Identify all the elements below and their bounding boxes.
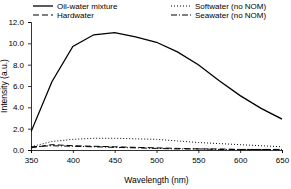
tick-label: 450 (108, 156, 122, 165)
y-axis-title: Intensity (a.u.) (0, 59, 9, 113)
tick-label: 10.0 (8, 39, 24, 48)
series-line (31, 146, 282, 150)
tick-mark (28, 86, 31, 87)
tick-label: 650 (276, 156, 290, 165)
legend-label: Oil-water mixture (57, 2, 118, 11)
tick: 4.0 (13, 103, 31, 112)
tick-label: 2.0 (13, 125, 25, 134)
tick-label: 550 (192, 156, 206, 165)
tick-mark (240, 150, 241, 153)
tick-mark (28, 22, 31, 23)
plot-area (31, 33, 282, 150)
tick: 8.0 (13, 61, 31, 70)
x-axis: 350 400 450 500 550 600 650 (25, 150, 290, 165)
tick: 2.0 (13, 125, 31, 134)
legend: Oil-water mixture Softwater (no NOM) Hardw… (33, 2, 266, 20)
axis-line (28, 23, 32, 151)
legend-label: Hardwater (57, 11, 94, 20)
legend-swatch (171, 6, 191, 7)
tick: 350 (25, 150, 39, 165)
chart: 350 400 450 500 550 600 650 0.0 2.0 4.0 6.0 8.0 10.0… (0, 0, 291, 189)
legend-swatch (171, 15, 191, 16)
tick: 650 (276, 150, 290, 165)
tick-label: 350 (25, 156, 39, 165)
tick-label: 6.0 (13, 82, 25, 91)
tick: 600 (234, 150, 248, 165)
legend-swatch (33, 15, 53, 16)
tick-label: 0.0 (13, 146, 25, 155)
tick: 500 (150, 150, 164, 165)
tick: 450 (108, 150, 122, 165)
series-line (31, 33, 282, 132)
tick-mark (198, 150, 199, 153)
tick: 0.0 (13, 146, 31, 155)
tick-mark (28, 107, 31, 108)
tick-label: 4.0 (13, 103, 25, 112)
tick-mark (73, 150, 74, 153)
tick-mark (282, 150, 283, 153)
tick: 10.0 (8, 39, 31, 48)
tick-mark (28, 150, 31, 151)
tick-label: 600 (234, 156, 248, 165)
tick-mark (28, 43, 31, 44)
y-axis: 0.0 2.0 4.0 6.0 8.0 10.0 12.0 (8, 18, 31, 155)
tick-mark (157, 150, 158, 153)
tick-label: 400 (67, 156, 81, 165)
tick-label: 8.0 (13, 61, 25, 70)
tick: 6.0 (13, 82, 31, 91)
tick: 550 (192, 150, 206, 165)
axis-line (32, 151, 283, 154)
legend-swatch (33, 5, 53, 6)
x-axis-title: Wavelength (nm) (124, 175, 189, 185)
tick-label: 12.0 (8, 18, 24, 27)
legend-label: Softwater (no NOM) (195, 2, 266, 11)
series-line (31, 145, 282, 150)
tick-mark (28, 65, 31, 66)
tick: 400 (67, 150, 81, 165)
legend-label: Seawater (no NOM) (195, 11, 266, 20)
tick-mark (28, 129, 31, 130)
tick: 12.0 (8, 18, 31, 27)
tick-mark (115, 150, 116, 153)
tick-label: 500 (150, 156, 164, 165)
